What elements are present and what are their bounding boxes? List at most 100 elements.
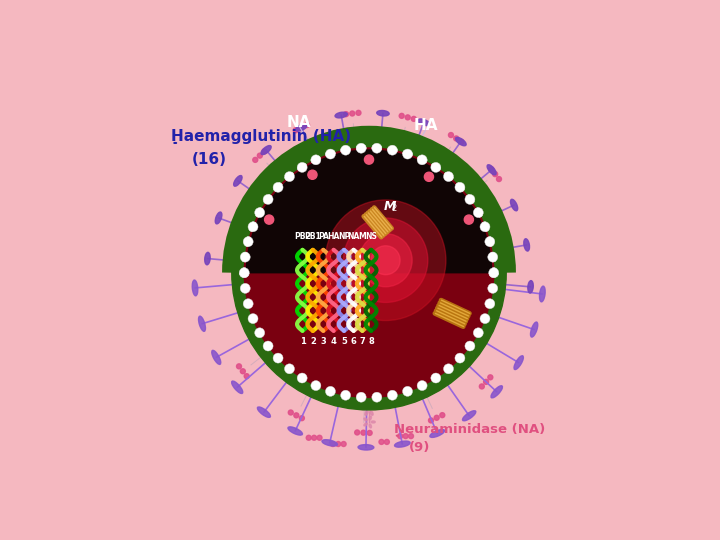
Circle shape bbox=[424, 172, 433, 181]
Circle shape bbox=[431, 373, 441, 383]
Circle shape bbox=[473, 207, 483, 218]
Ellipse shape bbox=[369, 416, 372, 420]
Circle shape bbox=[356, 392, 366, 402]
Circle shape bbox=[239, 268, 249, 278]
Circle shape bbox=[417, 155, 427, 165]
Circle shape bbox=[232, 136, 506, 410]
Text: Haemagglutinin (HA): Haemagglutinin (HA) bbox=[171, 129, 351, 144]
Circle shape bbox=[444, 172, 454, 181]
Ellipse shape bbox=[361, 407, 366, 410]
Circle shape bbox=[487, 284, 498, 293]
Circle shape bbox=[240, 252, 251, 262]
Text: NS: NS bbox=[365, 232, 377, 241]
Circle shape bbox=[273, 183, 283, 192]
Text: M: M bbox=[359, 232, 366, 241]
Circle shape bbox=[473, 207, 483, 218]
Text: HA: HA bbox=[328, 232, 340, 241]
Text: (16): (16) bbox=[192, 152, 226, 167]
Circle shape bbox=[356, 110, 361, 116]
Circle shape bbox=[312, 435, 317, 440]
Circle shape bbox=[379, 440, 384, 444]
Circle shape bbox=[243, 237, 253, 247]
Circle shape bbox=[489, 167, 494, 172]
Circle shape bbox=[485, 237, 495, 247]
Circle shape bbox=[489, 268, 499, 278]
Circle shape bbox=[305, 123, 310, 127]
Circle shape bbox=[402, 149, 413, 159]
Circle shape bbox=[359, 234, 412, 287]
Circle shape bbox=[240, 252, 251, 262]
Circle shape bbox=[317, 435, 322, 440]
Text: PB1: PB1 bbox=[305, 232, 321, 241]
Circle shape bbox=[454, 136, 459, 141]
Circle shape bbox=[465, 341, 475, 351]
Circle shape bbox=[402, 386, 413, 396]
Circle shape bbox=[431, 163, 441, 172]
Text: 7: 7 bbox=[359, 337, 365, 346]
Circle shape bbox=[311, 381, 321, 390]
Circle shape bbox=[255, 207, 265, 218]
Circle shape bbox=[465, 194, 475, 204]
Circle shape bbox=[244, 148, 494, 397]
Circle shape bbox=[248, 222, 258, 232]
Circle shape bbox=[487, 252, 498, 262]
Ellipse shape bbox=[370, 402, 373, 407]
Circle shape bbox=[236, 364, 241, 369]
Circle shape bbox=[264, 215, 274, 224]
Circle shape bbox=[297, 373, 307, 383]
Ellipse shape bbox=[288, 427, 302, 435]
Circle shape bbox=[325, 149, 336, 159]
Circle shape bbox=[480, 222, 490, 232]
Circle shape bbox=[336, 442, 341, 447]
Circle shape bbox=[240, 284, 251, 293]
Circle shape bbox=[341, 390, 351, 400]
Ellipse shape bbox=[531, 322, 538, 337]
Circle shape bbox=[325, 149, 336, 159]
Ellipse shape bbox=[491, 386, 503, 398]
Circle shape bbox=[480, 384, 485, 389]
Text: M: M bbox=[384, 200, 396, 213]
Text: 3: 3 bbox=[320, 337, 326, 346]
Ellipse shape bbox=[261, 146, 271, 154]
Circle shape bbox=[244, 148, 494, 397]
Ellipse shape bbox=[369, 424, 372, 428]
Circle shape bbox=[311, 155, 321, 165]
Ellipse shape bbox=[528, 281, 534, 293]
Circle shape bbox=[489, 268, 499, 278]
Circle shape bbox=[306, 435, 311, 440]
Circle shape bbox=[325, 200, 446, 321]
Ellipse shape bbox=[370, 411, 373, 415]
Text: 8: 8 bbox=[368, 337, 374, 346]
Circle shape bbox=[465, 194, 475, 204]
Circle shape bbox=[444, 364, 454, 374]
Circle shape bbox=[263, 194, 273, 204]
Circle shape bbox=[263, 194, 273, 204]
Ellipse shape bbox=[395, 441, 410, 447]
Ellipse shape bbox=[365, 402, 368, 407]
Circle shape bbox=[411, 117, 416, 122]
Circle shape bbox=[356, 143, 366, 153]
Circle shape bbox=[387, 390, 397, 400]
Ellipse shape bbox=[372, 407, 377, 410]
Circle shape bbox=[284, 172, 294, 181]
Circle shape bbox=[355, 430, 360, 435]
Circle shape bbox=[372, 246, 400, 275]
Circle shape bbox=[273, 183, 283, 192]
Circle shape bbox=[399, 113, 404, 118]
Circle shape bbox=[297, 163, 307, 172]
Ellipse shape bbox=[365, 411, 368, 415]
Circle shape bbox=[402, 149, 413, 159]
Text: NP: NP bbox=[338, 232, 350, 241]
Circle shape bbox=[343, 112, 348, 117]
Circle shape bbox=[487, 252, 498, 262]
Circle shape bbox=[455, 353, 465, 363]
Ellipse shape bbox=[335, 112, 347, 118]
Circle shape bbox=[484, 380, 489, 384]
Circle shape bbox=[343, 218, 428, 302]
Circle shape bbox=[372, 392, 382, 402]
Text: PB2: PB2 bbox=[294, 232, 311, 241]
Ellipse shape bbox=[212, 350, 221, 365]
Circle shape bbox=[361, 430, 366, 435]
Circle shape bbox=[239, 268, 249, 278]
Circle shape bbox=[480, 222, 490, 232]
